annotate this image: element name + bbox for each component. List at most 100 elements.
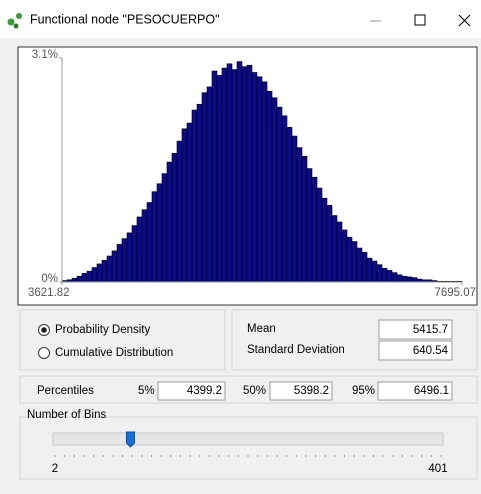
bar bbox=[176, 140, 183, 283]
stat-field bbox=[378, 319, 453, 340]
radio-label[interactable]: Cumulative Distribution bbox=[55, 347, 173, 359]
bar bbox=[136, 216, 143, 283]
percentile-value: 4399.2 bbox=[187, 385, 222, 397]
bar bbox=[216, 75, 223, 283]
bar bbox=[191, 109, 198, 283]
percentile-value: 5398.2 bbox=[294, 385, 329, 397]
bar bbox=[71, 278, 78, 283]
bar bbox=[341, 229, 348, 283]
x-tick-label: 3621.82 bbox=[28, 287, 70, 299]
bar bbox=[106, 255, 113, 283]
slider-max: 401 bbox=[428, 463, 447, 475]
bar bbox=[156, 183, 163, 283]
percentile-field bbox=[157, 381, 226, 401]
bar bbox=[281, 115, 288, 283]
bar bbox=[371, 260, 378, 283]
bar bbox=[206, 86, 213, 283]
bar bbox=[81, 273, 88, 283]
bar bbox=[196, 103, 203, 283]
bar bbox=[386, 270, 393, 283]
bar bbox=[221, 67, 228, 283]
bar bbox=[111, 250, 118, 283]
bar bbox=[356, 247, 363, 283]
bar bbox=[131, 225, 138, 283]
bar bbox=[331, 215, 338, 283]
bar bbox=[336, 221, 343, 283]
bar bbox=[311, 176, 318, 283]
bar bbox=[231, 69, 238, 283]
radio-label[interactable]: Probability Density bbox=[55, 324, 150, 336]
bar bbox=[211, 70, 218, 283]
slider-min: 2 bbox=[52, 463, 58, 475]
percentile-label: 50% bbox=[243, 385, 266, 397]
maximize-button[interactable] bbox=[414, 14, 426, 26]
bar bbox=[351, 241, 358, 283]
bar bbox=[301, 155, 308, 283]
bar bbox=[246, 64, 253, 283]
bar bbox=[146, 202, 153, 283]
option-group bbox=[19, 309, 226, 371]
bar bbox=[406, 276, 413, 283]
bar bbox=[96, 263, 103, 283]
percentile-label: 5% bbox=[138, 385, 155, 397]
window-title: Functional node "PESOCUERPO" bbox=[30, 12, 220, 26]
radio-dot bbox=[41, 327, 47, 333]
bar bbox=[291, 135, 298, 283]
bar bbox=[171, 153, 178, 283]
y-tick-label: 0% bbox=[41, 273, 58, 285]
bar bbox=[76, 275, 83, 283]
bar bbox=[401, 275, 408, 283]
slider-thumb[interactable] bbox=[125, 431, 135, 448]
slider-track[interactable] bbox=[52, 432, 444, 446]
percentile-label: 95% bbox=[352, 385, 375, 397]
stats-group bbox=[231, 309, 478, 371]
bar bbox=[361, 252, 368, 283]
bar bbox=[166, 161, 173, 283]
bar bbox=[181, 128, 188, 283]
bar bbox=[261, 81, 268, 283]
bar bbox=[126, 232, 133, 283]
bar bbox=[201, 92, 208, 283]
bar bbox=[101, 260, 108, 283]
stat-value: 640.54 bbox=[413, 345, 449, 357]
percentile-group bbox=[19, 375, 478, 404]
bar bbox=[161, 173, 168, 283]
radio-button[interactable] bbox=[38, 347, 50, 359]
bar bbox=[266, 90, 273, 283]
bar bbox=[186, 122, 193, 283]
bar bbox=[116, 244, 123, 283]
app-icon bbox=[7, 13, 22, 29]
bar bbox=[256, 76, 263, 283]
bar bbox=[326, 205, 333, 283]
bar bbox=[366, 257, 373, 283]
bar bbox=[321, 197, 328, 283]
y-tick-label: 3.1% bbox=[32, 49, 58, 61]
percentiles-label: Percentiles bbox=[37, 385, 94, 397]
title-bar bbox=[0, 0, 481, 38]
bar bbox=[151, 191, 158, 283]
bar bbox=[411, 277, 418, 283]
bar bbox=[236, 61, 243, 283]
bar bbox=[391, 272, 398, 283]
bar bbox=[141, 209, 148, 283]
bar bbox=[316, 187, 323, 283]
bar bbox=[276, 106, 283, 283]
bar bbox=[91, 267, 98, 283]
stat-label: Mean bbox=[247, 323, 276, 335]
bins-group bbox=[19, 416, 478, 480]
bar bbox=[86, 270, 93, 283]
bar bbox=[271, 97, 278, 283]
bar bbox=[241, 66, 248, 283]
x-tick-label: 7695.07 bbox=[434, 287, 476, 299]
percentile-field bbox=[269, 381, 333, 401]
bar bbox=[286, 127, 293, 283]
bins-label: Number of Bins bbox=[27, 409, 107, 421]
bar bbox=[306, 168, 313, 283]
bar bbox=[376, 264, 383, 283]
bar bbox=[346, 236, 353, 283]
stat-label: Standard Deviation bbox=[247, 344, 345, 356]
close-button[interactable] bbox=[458, 14, 471, 27]
bar bbox=[396, 274, 403, 283]
bar bbox=[251, 72, 258, 283]
